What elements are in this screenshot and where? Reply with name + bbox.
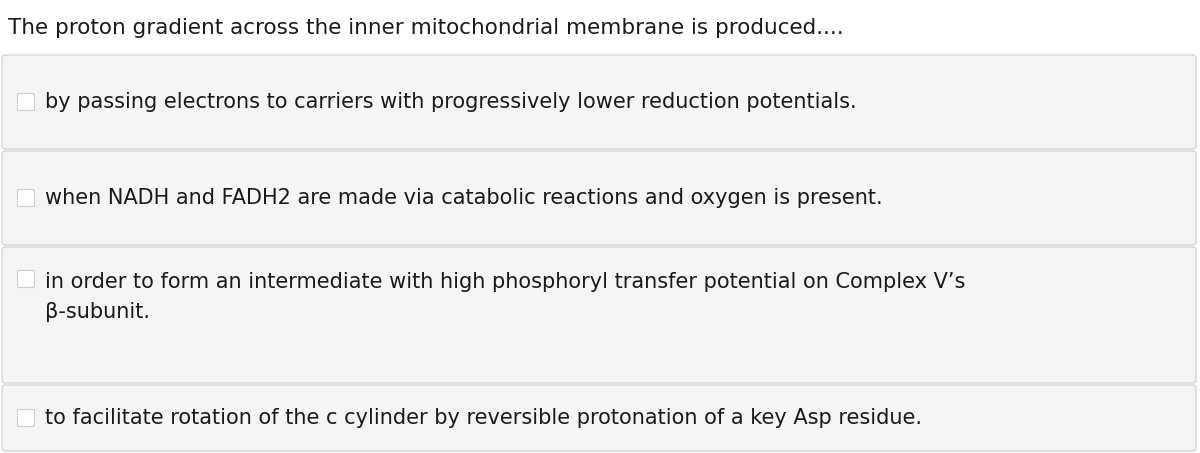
FancyBboxPatch shape bbox=[2, 151, 1196, 245]
FancyBboxPatch shape bbox=[2, 385, 1196, 451]
Text: to facilitate rotation of the c cylinder by reversible protonation of a key Asp : to facilitate rotation of the c cylinder… bbox=[46, 408, 922, 428]
Text: The proton gradient across the inner mitochondrial membrane is produced....: The proton gradient across the inner mit… bbox=[8, 18, 844, 38]
FancyBboxPatch shape bbox=[18, 189, 35, 207]
FancyBboxPatch shape bbox=[2, 55, 1196, 149]
FancyBboxPatch shape bbox=[2, 247, 1196, 383]
Text: in order to form an intermediate with high phosphoryl transfer potential on Comp: in order to form an intermediate with hi… bbox=[46, 272, 965, 322]
Text: when NADH and FADH2 are made via catabolic reactions and oxygen is present.: when NADH and FADH2 are made via catabol… bbox=[46, 188, 883, 208]
FancyBboxPatch shape bbox=[18, 93, 35, 111]
FancyBboxPatch shape bbox=[18, 270, 35, 288]
Text: by passing electrons to carriers with progressively lower reduction potentials.: by passing electrons to carriers with pr… bbox=[46, 92, 857, 112]
FancyBboxPatch shape bbox=[18, 410, 35, 427]
